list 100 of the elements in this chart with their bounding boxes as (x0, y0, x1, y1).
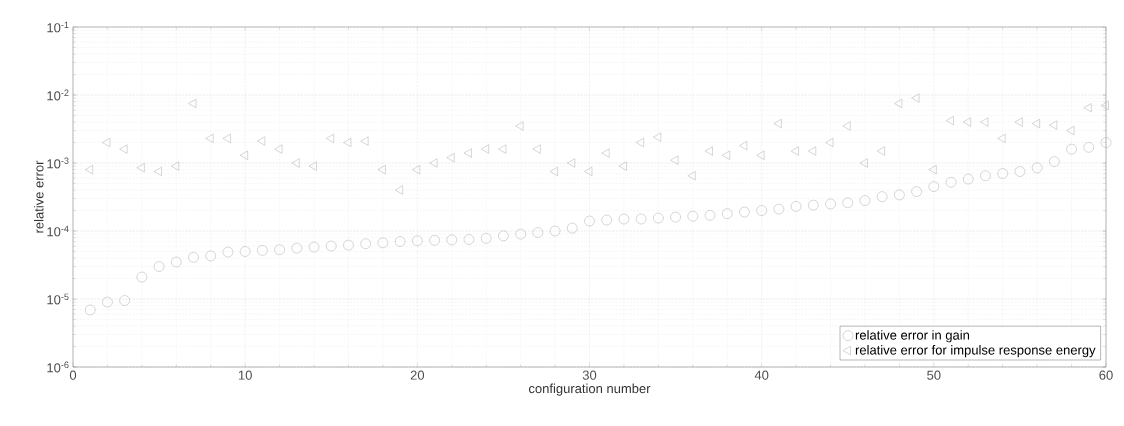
point (360, 238, 371, 249)
point (481, 233, 492, 244)
point (739, 206, 750, 218)
point (945, 116, 954, 126)
point (584, 215, 595, 227)
point (687, 211, 698, 222)
point (618, 161, 627, 171)
point (205, 250, 216, 262)
point (1100, 137, 1112, 148)
point (222, 133, 231, 143)
point (102, 138, 111, 148)
x-tick-label: 30 (582, 370, 597, 380)
point (429, 235, 440, 246)
point (687, 171, 696, 181)
point (291, 158, 300, 168)
point (532, 227, 544, 238)
x-tick-label: 40 (754, 370, 769, 380)
point (446, 153, 455, 163)
point (963, 117, 971, 127)
point (790, 146, 799, 156)
point (1014, 117, 1023, 127)
y-tick-label: 10$^{-1}$ (47, 21, 69, 33)
point (119, 144, 128, 154)
point (463, 148, 472, 158)
point (635, 213, 647, 225)
point (153, 261, 165, 272)
point (825, 138, 834, 148)
point (756, 205, 767, 216)
point (945, 177, 957, 188)
y-tick-label: 10$^{-5}$ (47, 293, 69, 305)
y-tick-label: 10$^{-2}$ (47, 89, 69, 101)
point (360, 136, 369, 146)
x-tick-label: 60 (1099, 370, 1113, 380)
point (842, 121, 851, 131)
point (1049, 120, 1058, 130)
point (601, 148, 610, 158)
point (291, 242, 303, 254)
point (911, 93, 920, 103)
point (394, 236, 406, 247)
point (997, 168, 1008, 179)
point (515, 228, 526, 240)
point (136, 271, 148, 283)
point (842, 197, 853, 208)
point (515, 121, 524, 131)
x-tick-label: 20 (410, 370, 425, 380)
point (808, 146, 817, 156)
point (532, 144, 541, 154)
point (997, 133, 1006, 143)
point (653, 132, 662, 142)
point (1083, 103, 1092, 113)
point (326, 133, 334, 143)
point (205, 133, 214, 143)
point (549, 225, 561, 237)
point (859, 195, 871, 206)
point (670, 211, 681, 223)
point (446, 234, 457, 246)
point (928, 181, 940, 192)
point (463, 234, 475, 245)
point (773, 119, 782, 129)
point (498, 230, 509, 242)
point (222, 246, 234, 258)
point (584, 166, 593, 177)
point (756, 150, 765, 160)
point (549, 166, 558, 177)
point (119, 295, 130, 306)
point (1100, 101, 1109, 111)
point (412, 235, 423, 246)
point (808, 199, 819, 211)
point (825, 198, 836, 210)
legend-label: relative error in gain (855, 330, 970, 343)
point (308, 161, 317, 171)
point (980, 117, 989, 127)
point (412, 165, 421, 175)
point (481, 144, 489, 154)
point (704, 210, 716, 221)
x-tick-label: 50 (927, 370, 941, 380)
point (257, 136, 266, 146)
point (1066, 126, 1075, 136)
point (377, 165, 386, 175)
point (859, 158, 868, 168)
point (722, 208, 733, 219)
point (601, 214, 612, 226)
point (239, 150, 248, 160)
point (911, 186, 922, 197)
point (790, 201, 802, 212)
point (343, 239, 354, 251)
point (429, 158, 438, 168)
point (773, 203, 785, 215)
point (188, 252, 199, 263)
point (567, 222, 578, 234)
point (739, 141, 748, 151)
point (876, 191, 888, 202)
point (704, 146, 713, 156)
point (85, 165, 93, 175)
point (928, 165, 937, 175)
y-tick-label: 10$^{-3}$ (47, 157, 69, 169)
point (326, 240, 337, 252)
point (1014, 166, 1026, 177)
point (876, 146, 885, 156)
point (377, 237, 389, 249)
